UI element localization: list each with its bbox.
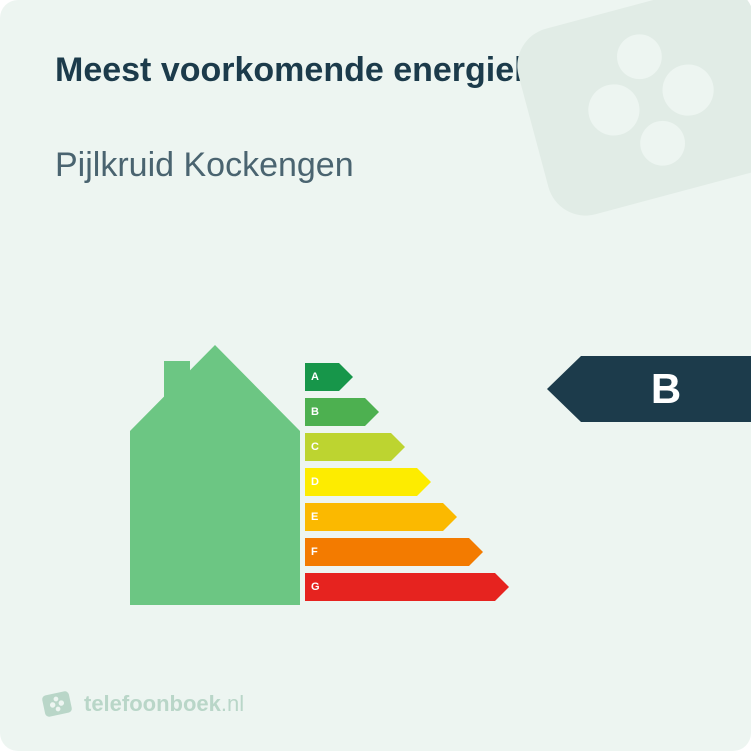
callout-arrow-icon	[547, 356, 581, 422]
bar-label: F	[311, 546, 318, 558]
bar-arrow-icon	[305, 503, 457, 531]
energy-bar-e: E	[305, 503, 509, 531]
energy-bars: A B C D E F G	[305, 363, 509, 608]
energy-bar-a: A	[305, 363, 509, 391]
bar-arrow-icon	[305, 468, 431, 496]
energy-bar-b: B	[305, 398, 509, 426]
brand-name: telefoonboek.nl	[84, 691, 244, 717]
house-icon	[130, 345, 300, 605]
callout-letter: B	[581, 356, 751, 422]
brand-footer: telefoonboek.nl	[40, 687, 244, 721]
bar-arrow-icon	[305, 433, 405, 461]
page-title: Meest voorkomende energielabel:	[55, 50, 696, 91]
bar-arrow-icon	[305, 573, 509, 601]
brand-name-bold: telefoonboek	[84, 691, 221, 716]
energy-bar-f: F	[305, 538, 509, 566]
bar-label: B	[311, 406, 319, 418]
brand-name-tld: .nl	[221, 691, 244, 716]
bar-label: A	[311, 371, 319, 383]
bar-label: D	[311, 476, 319, 488]
bar-label: G	[311, 581, 320, 593]
bar-label: E	[311, 511, 318, 523]
energy-bar-d: D	[305, 468, 509, 496]
energy-label-card: Meest voorkomende energielabel: Pijlkrui…	[0, 0, 751, 751]
bar-label: C	[311, 441, 319, 453]
watermark-icon	[491, 0, 751, 260]
page-subtitle: Pijlkruid Kockengen	[55, 146, 696, 185]
bar-arrow-icon	[305, 538, 483, 566]
brand-logo-icon	[37, 684, 77, 724]
energy-bar-g: G	[305, 573, 509, 601]
selected-label-callout: B	[547, 356, 751, 422]
energy-bar-c: C	[305, 433, 509, 461]
